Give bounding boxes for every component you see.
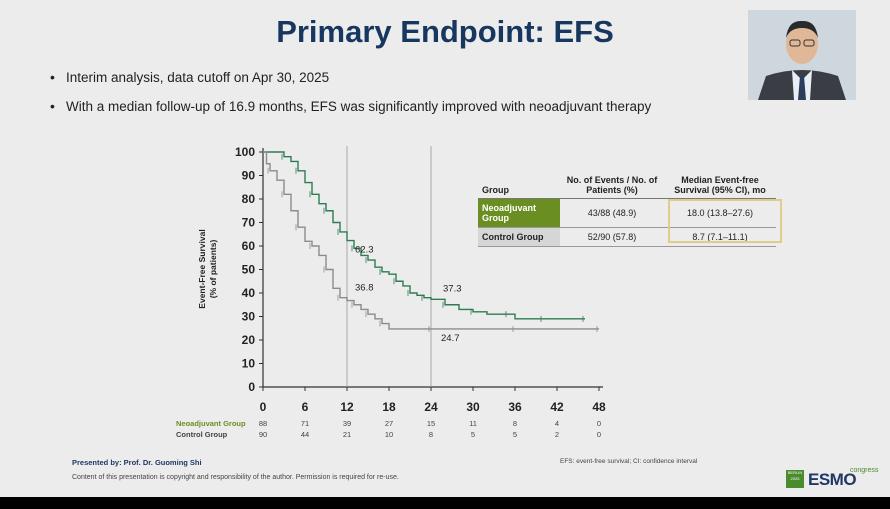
speaker-person-icon: [748, 10, 856, 100]
value-annotation: 24.7: [441, 333, 460, 344]
copyright-note: Content of this presentation is copyrigh…: [72, 474, 399, 481]
at-risk-count: 21: [343, 430, 351, 439]
bullet-item: • Interim analysis, data cutoff on Apr 30…: [48, 69, 651, 85]
at-risk-count: 88: [259, 419, 267, 428]
table-cell-group: Control Group: [478, 227, 560, 247]
at-risk-count: 90: [259, 430, 267, 439]
at-risk-count: 11: [469, 419, 477, 428]
bullet-list: • Interim analysis, data cutoff on Apr 30…: [48, 69, 652, 128]
bullet-text: With a median follow-up of 16.9 months, …: [66, 99, 652, 114]
at-risk-count: 2: [555, 430, 559, 439]
at-risk-count: 8: [513, 419, 517, 428]
x-tick-label: 6: [302, 400, 309, 414]
logo-text: ESMO: [808, 470, 857, 489]
at-risk-count: 27: [385, 419, 393, 428]
y-tick-label: 60: [242, 239, 256, 253]
km-curve-control: [263, 151, 599, 330]
x-tick-label: 24: [424, 400, 438, 414]
median-highlight-box: [668, 199, 782, 243]
table-header-events: No. of Events / No. of Patients (%): [560, 172, 664, 199]
at-risk-count: 5: [471, 430, 475, 439]
at-risk-count: 4: [555, 419, 559, 428]
slide: Primary Endpoint: EFS • Interim analysis,…: [0, 0, 890, 497]
table-cell-group: Neoadjuvant Group: [478, 198, 560, 228]
x-tick-label: 12: [340, 400, 354, 414]
at-risk-count: 39: [343, 419, 351, 428]
table-header-median: Median Event-free Survival (95% CI), mo: [664, 172, 776, 199]
at-risk-count: 10: [385, 430, 393, 439]
logo-box: BERLIN 2025: [786, 470, 804, 488]
bullet-item: • With a median follow-up of 16.9 months,…: [48, 98, 652, 114]
bullet-text: Interim analysis, data cutoff on Apr 30,…: [66, 70, 330, 85]
at-risk-row-label: Control Group: [176, 430, 228, 439]
x-tick-label: 18: [382, 400, 396, 414]
table-cell-median: 18.0 (13.8–27.6): [664, 198, 776, 228]
at-risk-count: 8: [429, 430, 433, 439]
value-annotation: 62.3: [355, 245, 374, 256]
y-tick-label: 100: [235, 145, 255, 159]
x-tick-label: 0: [260, 400, 267, 414]
at-risk-count: 15: [427, 419, 435, 428]
table-cell-events: 52/90 (57.8): [560, 227, 664, 247]
x-tick-label: 36: [508, 400, 522, 414]
y-tick-label: 0: [248, 380, 255, 394]
y-tick-label: 20: [242, 333, 256, 347]
y-tick-label: 10: [242, 357, 256, 371]
speaker-video: [748, 10, 856, 100]
at-risk-count: 0: [597, 419, 601, 428]
y-axis-label: Event-Free Survival(% of patients): [197, 229, 218, 308]
value-annotation: 36.8: [355, 283, 374, 294]
y-tick-label: 90: [242, 169, 256, 183]
at-risk-count: 5: [513, 430, 517, 439]
logo-subtext: congress: [850, 467, 879, 474]
y-tick-label: 70: [242, 216, 256, 230]
at-risk-row-label: Neoadjuvant Group: [176, 419, 246, 428]
table-row: Neoadjuvant Group 43/88 (48.9) 18.0 (13.…: [478, 198, 776, 228]
value-annotation: 37.3: [443, 283, 462, 294]
x-tick-label: 42: [550, 400, 564, 414]
y-tick-label: 50: [242, 263, 256, 277]
km-curve-neoadjuvant: [263, 151, 585, 320]
esmo-logo: BERLIN 2025 ESMO congress: [786, 466, 878, 492]
summary-table: Group No. of Events / No. of Patients (%…: [478, 172, 776, 247]
y-tick-label: 40: [242, 286, 256, 300]
table-cell-events: 43/88 (48.9): [560, 198, 664, 228]
x-tick-label: 48: [592, 400, 606, 414]
slide-title: Primary Endpoint: EFS: [276, 14, 614, 49]
table-header-group: Group: [478, 172, 560, 199]
at-risk-count: 44: [301, 430, 309, 439]
presenter-credit: Presented by: Prof. Dr. Guoming Shi: [72, 458, 202, 467]
at-risk-count: 71: [301, 419, 309, 428]
y-tick-label: 30: [242, 310, 256, 324]
abbreviations-note: EFS: event-free survival; CI: confidence…: [560, 458, 698, 465]
y-tick-label: 80: [242, 192, 256, 206]
bullet-icon: •: [50, 98, 55, 114]
at-risk-count: 0: [597, 430, 601, 439]
bullet-icon: •: [50, 69, 55, 85]
x-tick-label: 30: [466, 400, 480, 414]
